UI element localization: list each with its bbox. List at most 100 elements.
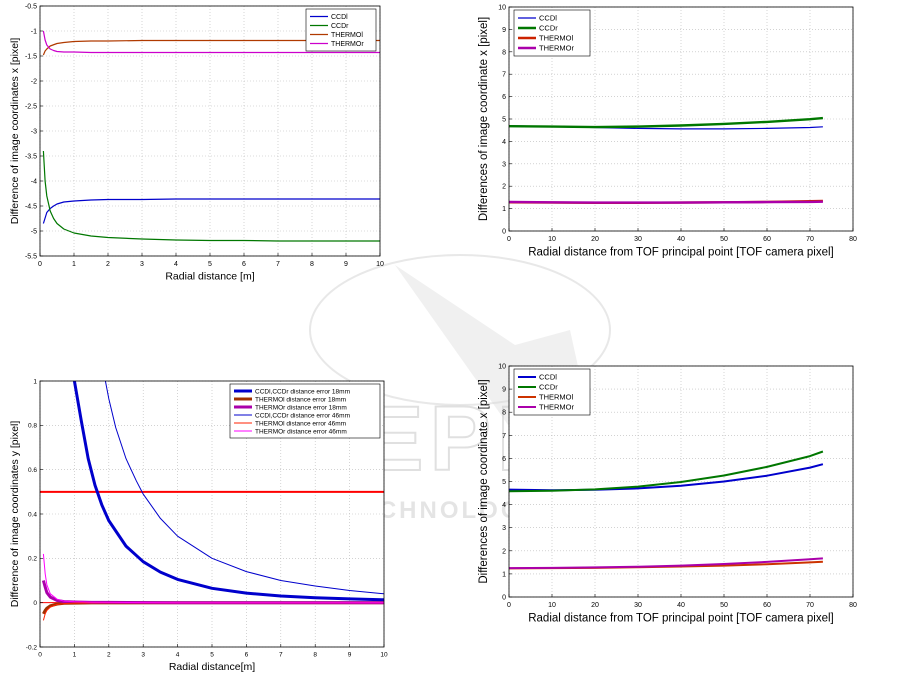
x-tick-label: 60 [763, 602, 771, 609]
y-tick-label: 2 [502, 548, 506, 555]
chart-panels: 0 1 2 3 4 5 6 7 8 9 10-5.5-5-4.5-4-3.5-3-2.5-2-1.5… [9, 3, 857, 673]
x-tick-label: 80 [849, 602, 857, 609]
y-tick-label: 10 [498, 4, 506, 11]
x-axis-label: Radial distance from TOF principal point… [528, 247, 834, 259]
y-tick-label: 1 [502, 206, 506, 213]
x-tick-label: 0 [38, 652, 42, 659]
y-tick-label: 2 [502, 184, 506, 191]
x-tick-label: 70 [806, 602, 814, 609]
y-tick-label: -0.5 [25, 3, 37, 10]
legend-entry: CCDr [331, 23, 349, 30]
y-tick-label: 4 [502, 502, 506, 509]
x-tick-label: 10 [548, 236, 556, 243]
x-tick-label: 2 [107, 652, 111, 659]
series-line [72, 381, 384, 602]
legend-entry: THERMOr [539, 403, 574, 412]
y-axis-label: Difference of image coordinates x [pixel… [9, 38, 21, 225]
x-tick-label: 30 [634, 602, 642, 609]
x-tick-label: 20 [591, 236, 599, 243]
y-tick-label: 1 [502, 571, 506, 578]
y-axis-label: Differences of image coordinate x [pixel… [478, 379, 490, 583]
y-tick-label: 0 [502, 594, 506, 601]
x-tick-label: 4 [176, 652, 180, 659]
x-tick-label: 30 [634, 236, 642, 243]
chart-panel-4: 0 10 20 30 40 50 60 70 80 0 1 2 3 4 5 6 7 8 9 10 Radial dist… [478, 363, 857, 624]
y-tick-label: 0.8 [28, 423, 37, 430]
y-tick-label: 1 [33, 378, 37, 385]
series-line [42, 30, 380, 54]
y-tick-label: 0 [502, 228, 506, 235]
legend-entry: THERMOr distance error 18mm [255, 404, 347, 411]
y-tick-label: -4 [31, 178, 37, 185]
y-tick-label: 0.4 [28, 511, 37, 518]
y-tick-label: -2.5 [25, 103, 37, 110]
x-tick-label: 50 [720, 236, 728, 243]
legend-entry: THERMOr [539, 44, 574, 53]
x-tick-label: 4 [174, 261, 178, 268]
series-line [509, 450, 824, 493]
y-tick-label: 5 [502, 116, 506, 123]
x-axis-label: Radial distance [m] [165, 271, 254, 283]
legend-entry: CCDr [539, 24, 558, 33]
chart-panel-2: 0 10 20 30 40 50 60 70 80 0 1 2 3 4 5 6 7 8 9 10 Radial dist… [478, 4, 857, 258]
y-tick-label: 0.6 [28, 467, 37, 474]
legend-entry: CCDl [539, 14, 557, 23]
y-tick-label: 6 [502, 94, 506, 101]
x-tick-label: 8 [313, 652, 317, 659]
x-tick-label: 1 [72, 261, 76, 268]
chart-panel-1: 0 1 2 3 4 5 6 7 8 9 10 -5.5 -5 -4.5 -4 -3.5 -3 -2.5 -2 -1.5… [9, 3, 384, 282]
series-line [509, 200, 823, 204]
x-tick-label: 6 [242, 261, 246, 268]
x-axis-label: Radial distance[m] [169, 661, 255, 673]
y-tick-label: 6 [502, 456, 506, 463]
y-tick-label: -1 [31, 28, 37, 35]
x-tick-label: 0 [507, 602, 511, 609]
series-line [42, 198, 380, 224]
series-line [509, 116, 824, 129]
x-tick-label: 40 [677, 236, 685, 243]
y-tick-label: 5 [502, 479, 506, 486]
x-tick-label: 0 [507, 236, 511, 243]
legend-entry: THERMOl [331, 32, 363, 39]
legend-entry: THERMOr distance error 46mm [255, 428, 347, 435]
x-tick-label: 5 [208, 261, 212, 268]
x-tick-label: 5 [210, 652, 214, 659]
y-tick-label: 3 [502, 161, 506, 168]
x-axis-label: Radial distance from TOF principal point… [528, 613, 834, 625]
y-tick-label: 8 [502, 410, 506, 417]
legend-entry: CCDl [539, 373, 557, 382]
x-tick-label: 3 [141, 652, 145, 659]
x-tick-label: 20 [591, 602, 599, 609]
x-tick-label: 8 [310, 261, 314, 268]
y-tick-label: 0.2 [28, 556, 37, 563]
y-axis-label: Difference of image coordinates y [pixel… [9, 421, 21, 608]
legend-entry: THERMOr [331, 41, 364, 48]
x-tick-label: 7 [276, 261, 280, 268]
legend-entry: THERMOl distance error 18mm [255, 396, 346, 403]
x-tick-label: 9 [344, 261, 348, 268]
x-tick-label: 2 [106, 261, 110, 268]
series-line [104, 381, 384, 595]
x-tick-label: 10 [548, 602, 556, 609]
x-tick-label: 9 [348, 652, 352, 659]
y-tick-label: 4 [502, 139, 506, 146]
legend-entry: THERMOl [539, 393, 573, 402]
legend-entry: THERMOl [539, 34, 573, 43]
y-tick-label: 8 [502, 49, 506, 56]
y-tick-label: -5.5 [25, 253, 37, 260]
x-tick-label: 6 [245, 652, 249, 659]
x-tick-label: 80 [849, 236, 857, 243]
x-tick-label: 60 [763, 236, 771, 243]
x-tick-label: 70 [806, 236, 814, 243]
legend-box [229, 383, 381, 439]
x-tick-label: 1 [73, 652, 77, 659]
y-tick-label: -1.5 [25, 53, 37, 60]
series-line [509, 557, 823, 570]
x-tick-label: 3 [140, 261, 144, 268]
x-tick-label: 40 [677, 602, 685, 609]
legend-entry: THERMOl distance error 46mm [255, 420, 346, 427]
